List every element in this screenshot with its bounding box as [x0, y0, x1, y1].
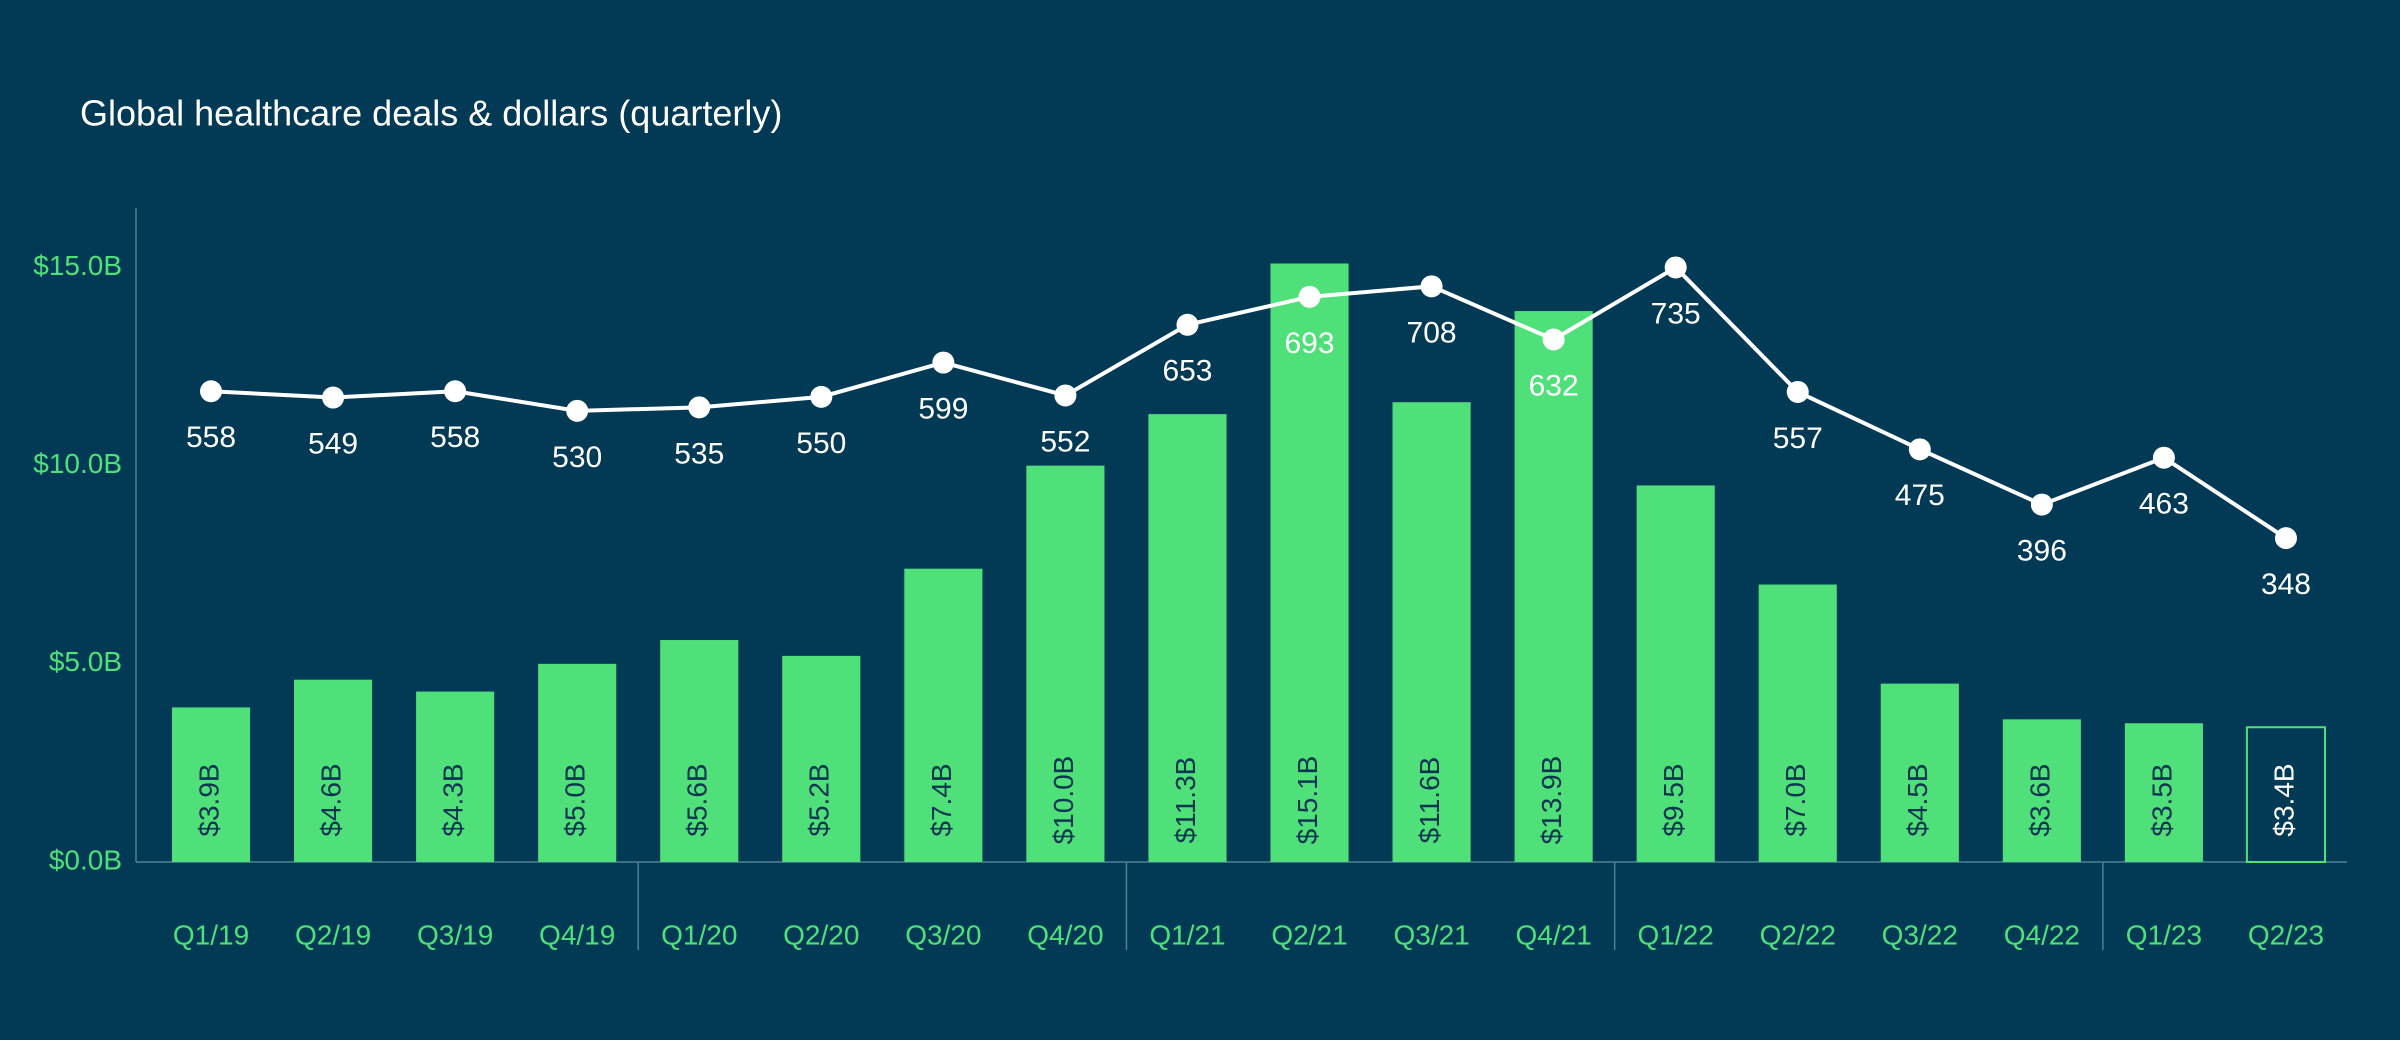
bar — [1026, 465, 1105, 862]
point-label: 549 — [308, 427, 358, 460]
line — [210, 264, 2288, 540]
x-tick-label: Q2/21 — [1271, 919, 1347, 950]
point-label: 550 — [796, 427, 846, 460]
point-label: 463 — [2139, 488, 2189, 521]
bar — [904, 568, 983, 862]
line-point — [688, 396, 711, 419]
point-label: 693 — [1284, 327, 1334, 360]
chart-title: Global healthcare deals & dollars (quart… — [80, 93, 782, 134]
y-tick-label: $5.0B — [49, 646, 122, 677]
bar-value-label: $3.6B — [2024, 763, 2055, 836]
line-point — [1542, 328, 1565, 351]
line-point — [2152, 446, 2175, 469]
bar — [2245, 726, 2327, 864]
bar-value-label: $5.2B — [804, 763, 835, 836]
bar — [1880, 683, 1959, 862]
line-point — [1786, 380, 1809, 403]
line-point — [2030, 493, 2053, 516]
line-point — [1420, 275, 1443, 298]
bar — [1270, 263, 1349, 862]
point-label: 348 — [2261, 568, 2311, 601]
bar-value-label: $7.4B — [926, 763, 957, 836]
x-tick-label: Q1/21 — [1149, 919, 1225, 950]
bar-value-label: $13.9B — [1536, 756, 1567, 845]
line-point — [1176, 313, 1199, 336]
y-tick-label: $0.0B — [49, 844, 122, 875]
x-tick-label: Q4/20 — [1027, 919, 1103, 950]
bar — [782, 655, 861, 862]
point-label: 653 — [1162, 355, 1212, 388]
bar-value-label: $9.5B — [1658, 763, 1689, 836]
bar-value-label: $15.1B — [1292, 756, 1323, 845]
line-point — [932, 351, 955, 374]
bar — [1758, 584, 1837, 862]
bar-value-label: $4.6B — [315, 763, 346, 836]
line-point — [1664, 256, 1687, 279]
bar — [1148, 414, 1227, 862]
bar — [1636, 485, 1715, 862]
x-tick-label: Q1/23 — [2126, 919, 2202, 950]
point-label: 632 — [1529, 369, 1579, 402]
line-point — [322, 386, 345, 409]
bar — [2002, 719, 2081, 862]
bar — [1392, 402, 1471, 862]
line-point — [2274, 527, 2297, 550]
point-label: 558 — [186, 421, 236, 454]
x-tick-label: Q3/22 — [1882, 919, 1958, 950]
bar — [538, 663, 617, 862]
x-tick-label: Q1/20 — [661, 919, 737, 950]
point-label: 735 — [1651, 297, 1701, 330]
line-point — [200, 380, 223, 403]
x-tick-label: Q1/19 — [173, 919, 249, 950]
x-tick-label: Q2/23 — [2248, 919, 2324, 950]
line-point — [1298, 285, 1321, 308]
line-point — [566, 399, 589, 422]
bar-value-label: $3.9B — [193, 763, 224, 836]
point-label: 552 — [1040, 425, 1090, 458]
bar-value-label: $5.0B — [560, 763, 591, 836]
x-tick-label: Q2/22 — [1760, 919, 1836, 950]
point-label: 708 — [1407, 316, 1457, 349]
x-tick-label: Q3/20 — [905, 919, 981, 950]
line-point — [1908, 438, 1931, 461]
bar — [1514, 311, 1593, 862]
point-label: 557 — [1773, 422, 1823, 455]
bar — [2124, 723, 2203, 862]
x-tick-label: Q4/19 — [539, 919, 615, 950]
line-point — [444, 380, 467, 403]
bar — [660, 640, 739, 862]
bar — [171, 707, 251, 862]
bar-value-label: $11.3B — [1170, 757, 1201, 844]
x-tick-label: Q1/22 — [1638, 919, 1714, 950]
point-label: 530 — [552, 441, 602, 474]
x-tick-label: Q4/21 — [1515, 919, 1591, 950]
bar — [416, 691, 495, 862]
line-point — [810, 385, 833, 408]
bar-value-label: $11.6B — [1414, 757, 1445, 844]
bar-value-label: $10.0B — [1048, 756, 1079, 845]
x-tick-label: Q2/19 — [295, 919, 371, 950]
point-label: 558 — [430, 421, 480, 454]
x-tick-label: Q3/21 — [1393, 919, 1469, 950]
bar-value-label: $4.5B — [1902, 763, 1933, 836]
point-label: 396 — [2017, 534, 2067, 567]
point-label: 535 — [674, 437, 724, 470]
line-point — [1054, 384, 1077, 407]
x-tick-label: Q4/22 — [2004, 919, 2080, 950]
bar — [294, 679, 373, 862]
x-tick-label: Q2/20 — [783, 919, 859, 950]
bar-value-label: $5.6B — [682, 763, 713, 836]
bar-value-label: $7.0B — [1780, 763, 1811, 836]
bar-value-label: $3.5B — [2146, 763, 2177, 836]
x-tick-label: Q3/19 — [417, 919, 493, 950]
point-label: 599 — [918, 393, 968, 426]
bar-value-label: $4.3B — [438, 763, 469, 836]
y-tick-label: $15.0B — [33, 250, 122, 281]
y-tick-label: $10.0B — [33, 448, 122, 479]
point-label: 475 — [1895, 479, 1945, 512]
bar-value-label: $3.4B — [2268, 763, 2299, 836]
